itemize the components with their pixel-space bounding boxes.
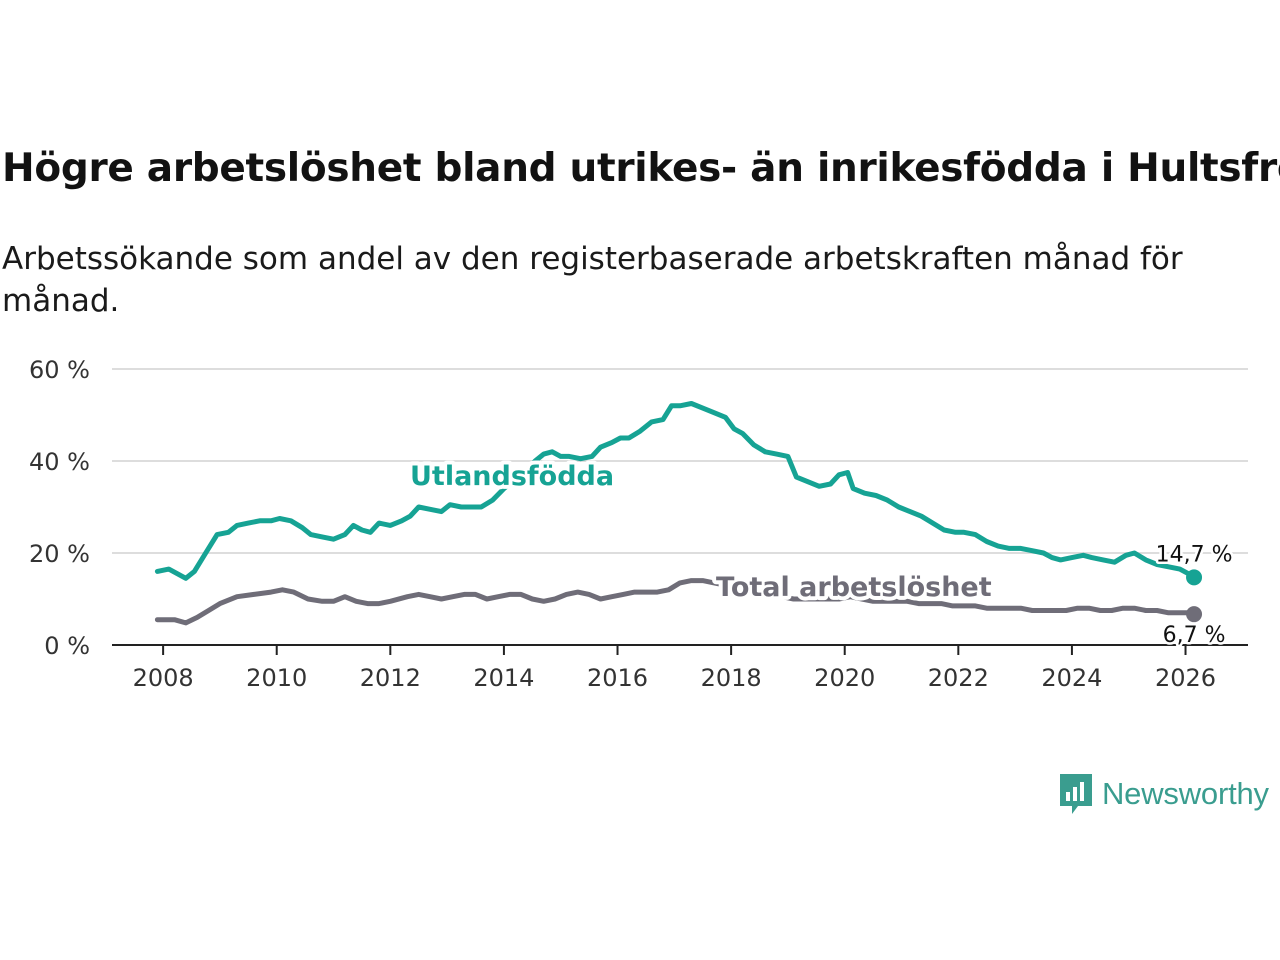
series-label-utlandsfodda-halo: Utlandsfödda bbox=[410, 461, 614, 492]
end-value-label-utlandsfodda: 14,7 % bbox=[1156, 542, 1233, 567]
x-tick-label: 2016 bbox=[587, 664, 648, 692]
series-line-total-arbetsloshet bbox=[154, 578, 1197, 626]
chart-title: Högre arbetslöshet bland utrikes- än inr… bbox=[2, 146, 1280, 191]
series-endpoint-utlandsfodda bbox=[1186, 569, 1203, 586]
x-tick-label: 2026 bbox=[1155, 664, 1216, 692]
x-tick-label: 2018 bbox=[701, 664, 762, 692]
x-tick-label: 2022 bbox=[928, 664, 989, 692]
x-tick-label: 2020 bbox=[814, 664, 875, 692]
x-tick-label: 2014 bbox=[473, 664, 534, 692]
series-label-total-arbetsloshet-halo: Total arbetslöshet bbox=[716, 572, 992, 603]
x-tick-label: 2024 bbox=[1041, 664, 1102, 692]
x-tick-label: 2008 bbox=[133, 664, 194, 692]
y-tick-label: 20 % bbox=[29, 540, 90, 568]
y-tick-label: 0 % bbox=[44, 632, 90, 660]
newsworthy-logo-text: Newsworthy bbox=[1102, 776, 1269, 811]
end-value-label-total-arbetsloshet: 6,7 % bbox=[1163, 623, 1226, 648]
y-tick-label: 40 % bbox=[29, 448, 90, 476]
newsworthy-logo: Newsworthy bbox=[1058, 772, 1269, 816]
line-chart: 0 % 20 % 40 % 60 % 2008 2010 2012 2014 2016 2018 2… bbox=[29, 356, 1248, 692]
end-value-label-utlandsfodda-halo: 14,7 % bbox=[1156, 542, 1233, 567]
series-label-total-arbetsloshet: Total arbetslöshet bbox=[716, 572, 992, 603]
newsworthy-logo-icon bbox=[1060, 774, 1092, 814]
series-endpoint-total-arbetsloshet bbox=[1186, 606, 1203, 623]
end-value-label-total-arbetsloshet-halo: 6,7 % bbox=[1163, 623, 1226, 648]
chart-subtitle: Arbetssökande som andel av den registerb… bbox=[2, 241, 1183, 319]
series-line-utlandsfodda bbox=[154, 401, 1197, 581]
series-label-utlandsfodda: Utlandsfödda bbox=[410, 461, 614, 492]
x-tick-label: 2010 bbox=[246, 664, 307, 692]
y-tick-label: 60 % bbox=[29, 356, 90, 384]
x-tick-label: 2012 bbox=[360, 664, 421, 692]
